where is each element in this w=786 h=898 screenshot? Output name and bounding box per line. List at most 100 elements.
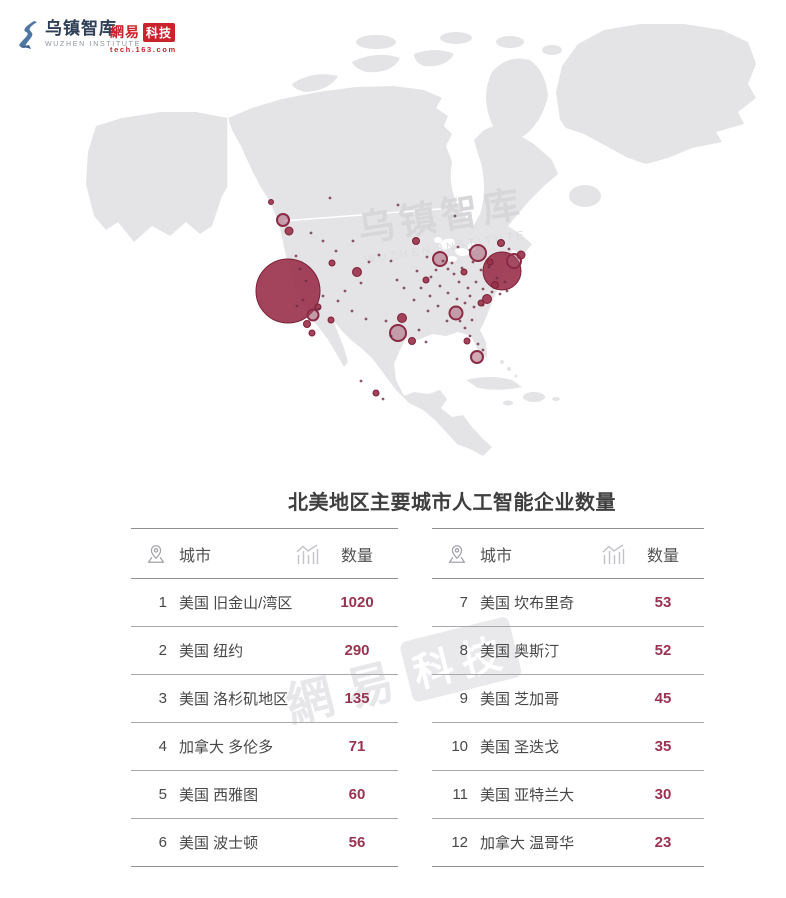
city-dot (359, 281, 363, 285)
city-dot (468, 248, 472, 252)
city-dot (474, 280, 478, 284)
rank-cell: 3 (158, 690, 167, 707)
city-dot (450, 261, 454, 265)
city-dot (377, 253, 381, 257)
city-dot (436, 304, 440, 308)
netease-logo-cn: 網易 (110, 24, 140, 40)
city-dot (384, 319, 388, 323)
city-dot (470, 318, 474, 322)
city-dot (463, 326, 467, 330)
city-cell: 美国 波士顿 (179, 835, 259, 852)
city-dot (395, 278, 399, 282)
rank-cell: 5 (158, 786, 167, 803)
count-cell: 23 (654, 834, 672, 851)
rank-cell: 6 (158, 834, 167, 851)
city-dot (481, 348, 485, 352)
city-dot (304, 279, 308, 283)
table-row: 1 美国 旧金山/湾区 1020 (131, 579, 398, 627)
city-dot (479, 268, 483, 272)
rank-table-right: 城市 数量 7 美国 坎布里奇 53 8 美国 奥斯汀 52 9 美国 芝加哥 45 10 美国 圣… (432, 528, 704, 867)
city-dot (396, 203, 400, 207)
count-cell: 35 (654, 738, 672, 755)
city-bubble (389, 324, 407, 342)
city-dot (343, 289, 347, 293)
city-cell: 美国 坎布里奇 (480, 595, 575, 612)
city-dot (389, 334, 393, 338)
city-header-label: 城市 (480, 547, 513, 565)
city-bubble (516, 250, 526, 260)
city-dot (295, 304, 299, 308)
city-dot (298, 267, 302, 271)
city-dot (309, 231, 313, 235)
netease-logo-block: 科技 (143, 22, 176, 42)
count-cell: 60 (348, 786, 366, 803)
table-row: 11 美国 亚特兰大 30 (432, 771, 704, 819)
city-bubble (314, 303, 322, 311)
city-dot (476, 342, 480, 346)
city-dot (445, 319, 449, 323)
city-bubble (506, 253, 522, 269)
city-dot (505, 289, 509, 293)
table-row: 5 美国 西雅图 60 (131, 771, 398, 819)
city-dot (336, 299, 340, 303)
city-dot (498, 292, 502, 296)
rank-cell: 8 (459, 642, 468, 659)
count-cell: 30 (654, 786, 672, 803)
count-cell: 56 (348, 834, 366, 851)
count-cell: 71 (348, 738, 366, 755)
city-bubble (397, 313, 407, 323)
city-dot (463, 301, 467, 305)
table-row: 8 美国 奥斯汀 52 (432, 627, 704, 675)
map-land (86, 24, 756, 456)
city-bubble (408, 337, 416, 345)
city-cell: 美国 奥斯汀 (480, 643, 560, 660)
city-dot (471, 260, 475, 264)
city-dot (457, 280, 461, 284)
city-dot (438, 284, 442, 288)
city-bubble (482, 294, 492, 304)
city-dot (466, 286, 470, 290)
table-header: 城市 数量 (432, 528, 704, 579)
rank-cell: 11 (452, 786, 468, 803)
map-borders-and-lakes (227, 118, 476, 262)
city-dot (456, 245, 460, 249)
city-dot (468, 294, 472, 298)
table-row: 6 美国 波士顿 56 (131, 819, 398, 867)
table-row: 10 美国 圣迭戈 35 (432, 723, 704, 771)
count-header-label: 数量 (340, 547, 373, 565)
city-cell: 美国 旧金山/湾区 (179, 595, 293, 612)
rank-cell: 4 (158, 738, 167, 755)
city-dot (458, 319, 462, 323)
city-bubble (284, 226, 294, 236)
city-bubble (477, 299, 485, 307)
city-cell: 美国 芝加哥 (480, 691, 560, 708)
count-cell: 135 (344, 690, 370, 707)
city-bubble (460, 268, 468, 276)
city-dot (481, 303, 485, 307)
city-bubble (469, 244, 487, 262)
netease-logo-url: tech.163.com (110, 45, 177, 54)
city-dot (468, 334, 472, 338)
count-cell: 52 (654, 642, 672, 659)
rank-cell: 9 (459, 690, 468, 707)
city-bubble (486, 258, 494, 266)
city-dot (381, 397, 385, 401)
city-dot (495, 276, 499, 280)
wuzhen-logo-icon (19, 21, 37, 49)
city-dot (452, 272, 456, 276)
city-bubble (328, 259, 336, 267)
city-dot (426, 309, 430, 313)
city-dot (441, 259, 445, 263)
city-dot (487, 265, 491, 269)
city-dot (351, 239, 355, 243)
city-dot (472, 305, 476, 309)
city-bubble (412, 237, 420, 245)
map-watermark-cn: 乌镇智库 (355, 183, 528, 251)
city-bubble (303, 320, 311, 328)
table-row: 2 美国 纽约 290 (131, 627, 398, 675)
city-dot (364, 317, 368, 321)
city-bubble (491, 281, 499, 289)
city-cell: 美国 西雅图 (179, 787, 259, 804)
city-header-label: 城市 (179, 547, 212, 565)
city-cell: 美国 亚特兰大 (480, 787, 575, 804)
